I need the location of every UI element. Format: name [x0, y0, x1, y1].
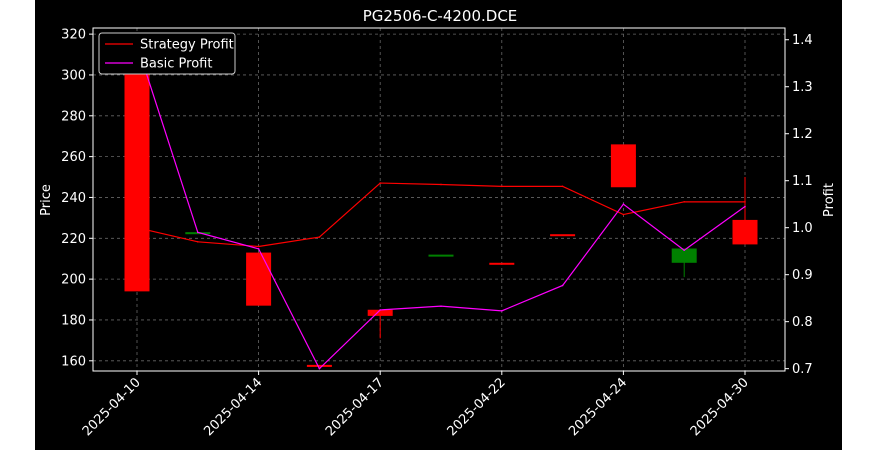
candle-body [671, 248, 697, 263]
basic-profit-point [197, 231, 199, 234]
strategy-profit-line [136, 182, 745, 248]
legend: Strategy Profit Basic Profit [98, 32, 236, 75]
candle-body [246, 252, 272, 306]
y-tick-label-right: 0.9 [792, 268, 813, 283]
strategy-profit-point [744, 201, 746, 203]
legend-label: Basic Profit [140, 57, 212, 72]
basic-profit-point [318, 367, 321, 370]
candle-body [550, 234, 576, 237]
strategy-profit-point [440, 183, 442, 186]
y-tick-label-right: 1.1 [792, 174, 813, 189]
y-tick-label-left: 220 [61, 232, 86, 247]
y-tick-label-right: 0.8 [792, 315, 813, 330]
strategy-profit-point [257, 245, 260, 248]
strategy-profit-point [136, 226, 138, 229]
chart-figure: PG2506-C-4200.DCE 160 180 200 220 240 260 280 3… [35, 0, 842, 450]
axes-layer: 160 180 200 220 240 260 280 300 320 0.7 0.8 0.9 1.0 1… [61, 28, 813, 440]
y-tick-label-right: 1.0 [792, 221, 813, 236]
legend-label: Strategy Profit [140, 38, 234, 53]
lines-layer [136, 43, 746, 370]
x-tick-label: 2025-04-24 [566, 375, 630, 439]
candle-body [489, 262, 515, 265]
marks-layer [124, 40, 758, 367]
candle-body [428, 254, 454, 257]
strategy-profit-point [197, 240, 199, 243]
plot-frame [92, 27, 786, 372]
y-tick-label-left: 200 [61, 273, 86, 288]
candle-body [610, 144, 636, 188]
strategy-profit-point [683, 201, 685, 203]
candle-body [367, 309, 393, 316]
y-tick-label-left: 300 [61, 68, 86, 83]
y-tick-label-left: 280 [61, 109, 86, 124]
y-axis-left-label: Price [39, 184, 54, 216]
basic-profit-point [683, 249, 685, 252]
basic-profit-point [501, 310, 503, 312]
x-tick-label: 2025-04-30 [688, 375, 752, 439]
basic-profit-point [379, 309, 382, 311]
basic-profit-point [622, 203, 625, 205]
chart-svg: PG2506-C-4200.DCE 160 180 200 220 240 260 280 3… [39, 7, 837, 440]
legend-frame [98, 32, 236, 75]
y-tick-label-right: 1.2 [792, 127, 813, 142]
y-tick-label-right: 0.7 [792, 362, 813, 377]
chart-title: PG2506-C-4200.DCE [363, 7, 518, 25]
strategy-profit-point [379, 182, 382, 184]
strategy-profit-point [561, 185, 564, 188]
candle-body [306, 364, 332, 367]
y-tick-label-left: 160 [61, 354, 86, 369]
strategy-profit-point [318, 236, 321, 238]
candle-body [124, 40, 150, 292]
y-tick-label-left: 180 [61, 313, 86, 328]
y-tick-label-left: 240 [61, 191, 86, 206]
basic-profit-point [744, 205, 746, 208]
y-tick-label-left: 260 [61, 150, 86, 165]
grid-layer [93, 28, 785, 371]
y-tick-label-left: 320 [61, 28, 86, 43]
y-tick-label-right: 1.3 [792, 80, 813, 95]
x-tick-label: 2025-04-22 [445, 375, 509, 439]
basic-profit-point [561, 284, 564, 287]
y-tick-label-right: 1.4 [792, 33, 813, 48]
x-tick-label: 2025-04-10 [80, 375, 144, 439]
candle-body [732, 219, 758, 245]
basic-profit-point [440, 305, 442, 307]
x-tick-label: 2025-04-17 [323, 375, 387, 439]
strategy-profit-point [501, 185, 503, 188]
basic-profit-point [257, 248, 260, 250]
strategy-profit-point [622, 213, 625, 216]
x-tick-label: 2025-04-14 [201, 375, 265, 439]
y-axis-right-label: Profit [822, 183, 837, 217]
